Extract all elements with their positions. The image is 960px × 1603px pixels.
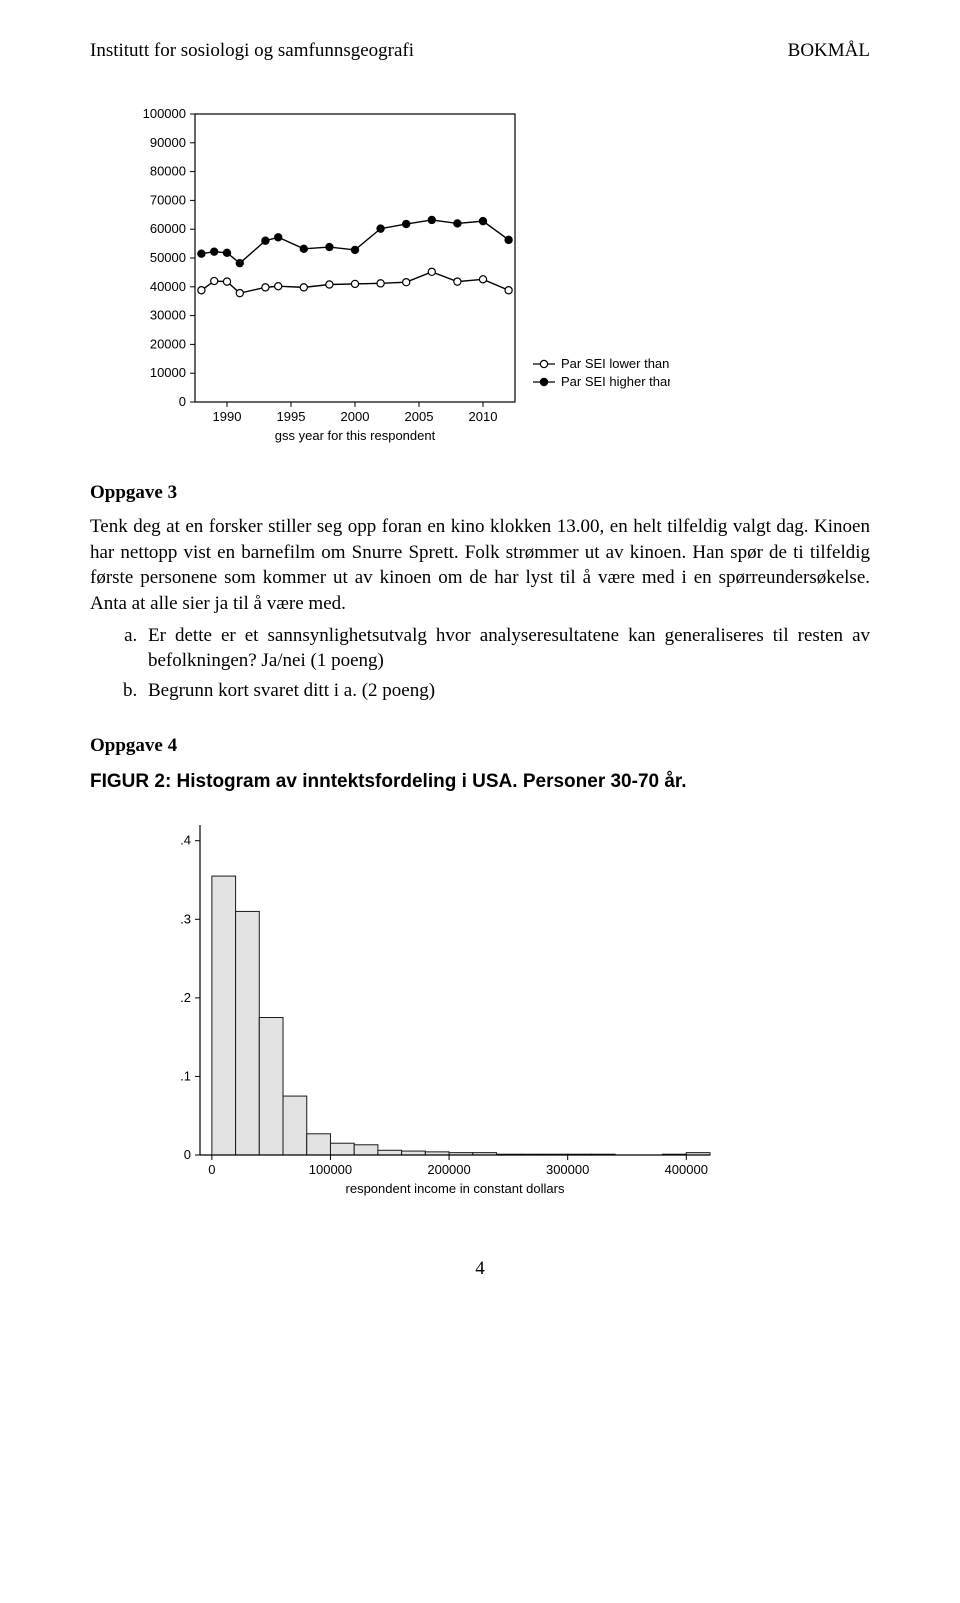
svg-text:60000: 60000 [150,221,186,236]
svg-text:90000: 90000 [150,135,186,150]
svg-text:.2: .2 [180,990,191,1005]
svg-text:respondent income in constant: respondent income in constant dollars [346,1181,565,1196]
svg-text:200000: 200000 [427,1162,470,1177]
svg-text:50000: 50000 [150,250,186,265]
page-header: Institutt for sosiologi og samfunnsgeogr… [90,40,870,62]
svg-text:Par SEI lower than 50: Par SEI lower than 50 [561,356,670,371]
histogram-chart: 0 .1 .2 .3 .4 0 100000 200000 300000 400000 respon… [140,813,870,1218]
svg-text:20000: 20000 [150,336,186,351]
oppgave4-title: Oppgave 4 [90,735,870,757]
svg-text:gss year for this respondent: gss year for this respondent [275,428,436,443]
svg-text:80000: 80000 [150,164,186,179]
svg-text:40000: 40000 [150,279,186,294]
svg-text:300000: 300000 [546,1162,589,1177]
list-item: Begrunn kort svaret ditt i a. (2 poeng) [142,678,870,704]
svg-text:400000: 400000 [665,1162,708,1177]
svg-text:0: 0 [208,1162,215,1177]
list-item: Er dette er et sannsynlighetsutvalg hvor… [142,623,870,674]
oppgave3-para: Tenk deg at en forsker stiller seg opp f… [90,514,870,617]
figure2-title: FIGUR 2: Histogram av inntektsfordeling … [90,771,870,793]
svg-text:.4: .4 [180,833,191,848]
oppgave3-list: Er dette er et sannsynlighetsutvalg hvor… [90,623,870,704]
header-left: Institutt for sosiologi og samfunnsgeogr… [90,40,414,62]
svg-text:.1: .1 [180,1069,191,1084]
svg-text:.3: .3 [180,912,191,927]
svg-text:0: 0 [179,394,186,409]
line-chart: 0 10000 20000 30000 40000 50000 60000 70000 8000… [140,102,870,452]
svg-text:1995: 1995 [277,409,306,424]
svg-text:30000: 30000 [150,308,186,323]
svg-text:70000: 70000 [150,192,186,207]
svg-text:100000: 100000 [309,1162,352,1177]
svg-text:100000: 100000 [143,106,186,121]
header-right: BOKMÅL [788,40,870,62]
svg-text:Par SEI higher than 50: Par SEI higher than 50 [561,374,670,389]
svg-text:2000: 2000 [341,409,370,424]
svg-text:0: 0 [184,1147,191,1162]
oppgave3-title: Oppgave 3 [90,482,870,504]
svg-text:2010: 2010 [469,409,498,424]
svg-text:1990: 1990 [213,409,242,424]
page-number: 4 [90,1258,870,1280]
svg-text:10000: 10000 [150,365,186,380]
svg-text:2005: 2005 [405,409,434,424]
